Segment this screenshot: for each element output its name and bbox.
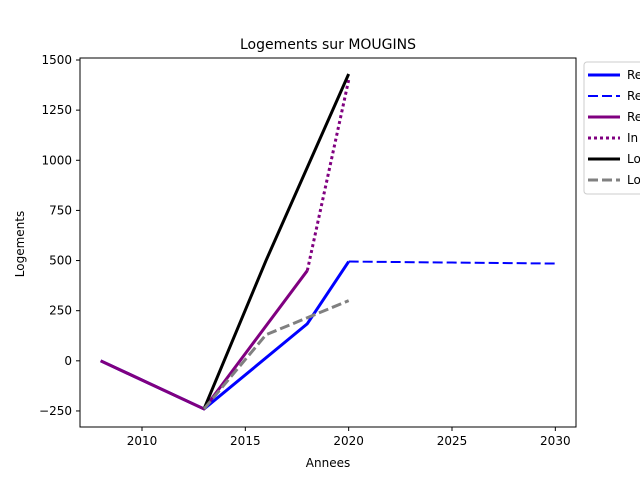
y-tick-label: 1000 — [41, 153, 72, 167]
chart-title: Logements sur MOUGINS — [240, 37, 416, 53]
plot-lines — [100, 73, 556, 411]
legend-label: Re — [627, 68, 640, 82]
legend-label: Re — [627, 110, 640, 124]
legend-label: Lo — [627, 152, 640, 166]
series-line-5 — [202, 73, 351, 410]
x-tick-label: 2025 — [437, 434, 468, 448]
legend-label: Lo — [627, 173, 640, 187]
legend-label: In — [627, 131, 638, 145]
legend-box — [583, 61, 640, 195]
series-line-2 — [348, 260, 556, 265]
y-tick-label: 250 — [49, 304, 72, 318]
y-axis-ticks: −250 0 250 500 750 1000 1250 1500 — [39, 53, 80, 418]
y-tick-label: −250 — [39, 404, 72, 418]
y-axis-label: Logements — [13, 211, 27, 277]
plot-frame — [79, 57, 577, 428]
series-line-4 — [305, 79, 351, 271]
legend: Re Re Re In Lo Lo — [583, 61, 640, 195]
x-axis-ticks: 2010 2015 2020 2025 2030 — [127, 427, 571, 448]
x-tick-label: 2015 — [230, 434, 261, 448]
y-tick-label: 750 — [49, 203, 72, 217]
x-tick-label: 2030 — [540, 434, 571, 448]
y-tick-label: 1250 — [41, 103, 72, 117]
x-tick-label: 2010 — [127, 434, 158, 448]
y-tick-label: 1500 — [41, 53, 72, 67]
y-tick-label: 0 — [64, 354, 72, 368]
series-line-6 — [202, 299, 350, 410]
x-axis-label: Annees — [306, 456, 350, 470]
x-tick-label: 2020 — [333, 434, 364, 448]
legend-label: Re — [627, 89, 640, 103]
y-tick-label: 500 — [49, 254, 72, 268]
series-line-1 — [100, 260, 350, 411]
series-line-3 — [100, 269, 309, 411]
